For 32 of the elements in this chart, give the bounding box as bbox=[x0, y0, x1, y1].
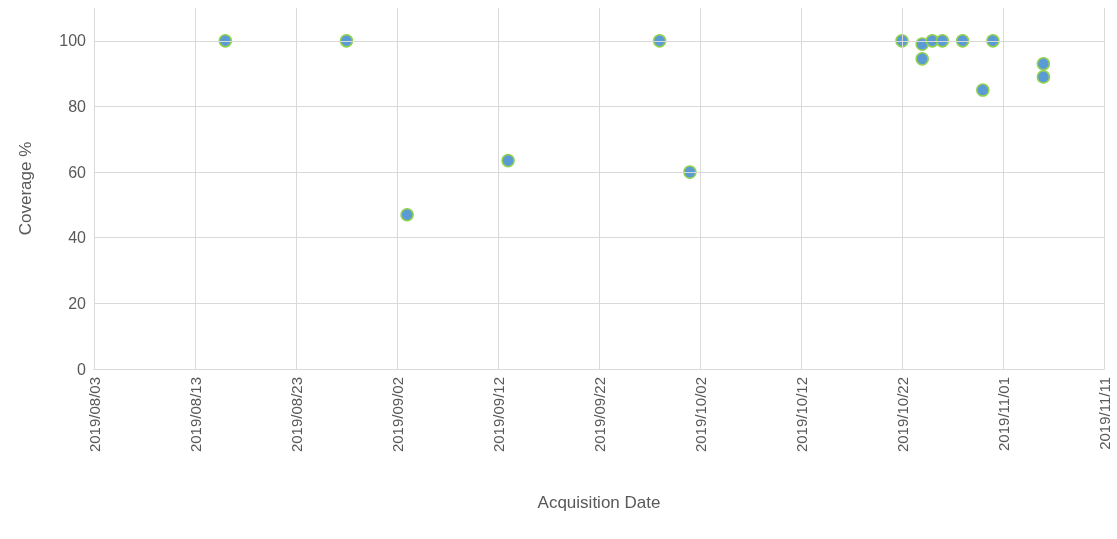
x-tick-label: 2019/08/03 bbox=[85, 377, 103, 453]
x-tick-label: 2019/08/23 bbox=[287, 377, 305, 453]
x-tick-label: 2019/10/22 bbox=[893, 377, 911, 453]
point bbox=[976, 83, 990, 97]
point bbox=[915, 52, 929, 66]
y-tick-label: 20 bbox=[68, 294, 87, 312]
point bbox=[400, 208, 414, 222]
point bbox=[955, 34, 970, 48]
x-tick-label: 2019/09/12 bbox=[489, 377, 507, 453]
y-tick-label: 40 bbox=[68, 229, 87, 247]
x-tick-label: 2019/10/02 bbox=[691, 377, 709, 453]
y-tick-label: 60 bbox=[68, 163, 87, 181]
x-tick-label: 2019/11/11 bbox=[1095, 377, 1113, 450]
point bbox=[501, 153, 515, 168]
point bbox=[1036, 57, 1051, 71]
x-tick-label: 2019/11/01 bbox=[994, 377, 1012, 451]
point bbox=[1036, 70, 1051, 84]
point bbox=[339, 34, 354, 48]
x-tick-label: 2019/10/12 bbox=[792, 377, 810, 453]
point bbox=[652, 34, 667, 48]
point bbox=[218, 34, 233, 48]
x-tick-label: 2019/09/22 bbox=[590, 377, 608, 453]
x-axis-title: Acquisition Date bbox=[537, 493, 661, 512]
y-tick-label: 80 bbox=[68, 97, 87, 115]
point bbox=[986, 34, 1000, 48]
y-tick-label: 0 bbox=[77, 360, 87, 378]
y-axis-title: Coverage % bbox=[16, 141, 35, 236]
point bbox=[683, 165, 697, 179]
x-tick-label: 2019/08/13 bbox=[186, 377, 204, 453]
y-tick-label: 100 bbox=[59, 32, 87, 50]
x-tick-label: 2019/09/02 bbox=[388, 377, 406, 453]
point bbox=[935, 34, 950, 48]
